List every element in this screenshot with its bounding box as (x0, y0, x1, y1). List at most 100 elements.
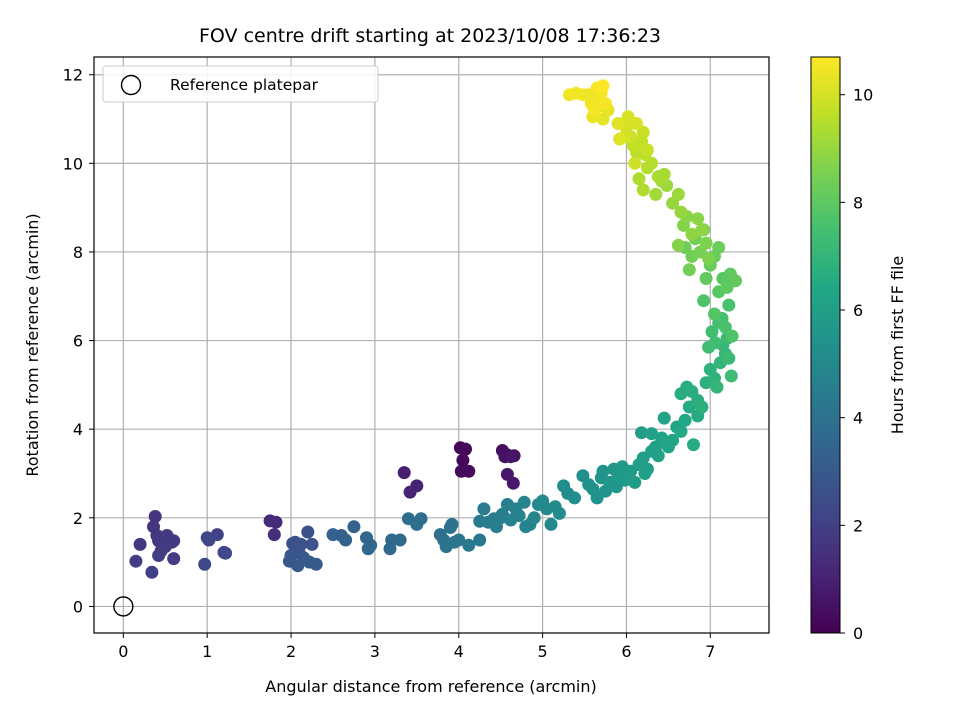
data-point (506, 476, 520, 490)
data-point (649, 187, 663, 201)
data-point (671, 187, 685, 201)
data-point (695, 223, 709, 237)
data-point (445, 517, 459, 531)
data-point (671, 238, 685, 252)
data-point (152, 549, 166, 562)
data-point (702, 252, 716, 266)
colorbar-tick-label: 0 (853, 624, 863, 643)
y-tick-label: 10 (63, 154, 83, 173)
data-point (722, 351, 736, 365)
data-point (630, 117, 643, 130)
data-point (718, 320, 732, 334)
data-point (632, 172, 646, 186)
data-point (640, 143, 654, 157)
data-point (462, 538, 476, 552)
data-point (133, 537, 147, 551)
data-point (678, 413, 692, 427)
data-point (708, 336, 722, 350)
data-point (645, 427, 659, 441)
data-point (459, 442, 472, 456)
x-axis-ticks: 0 1 2 3 4 5 6 7 (118, 633, 715, 661)
y-axis-label: Rotation from reference (arcmin) (23, 213, 42, 476)
colorbar-label: Hours from first FF file (888, 256, 907, 435)
data-point (219, 546, 233, 560)
chart-title: FOV centre drift starting at 2023/10/08 … (199, 25, 661, 47)
colorbar-tick-label: 8 (853, 193, 863, 212)
data-point (645, 156, 659, 170)
y-axis-ticks: 0 2 4 6 8 10 12 (63, 66, 94, 616)
data-point (527, 511, 541, 525)
data-point (309, 557, 323, 571)
colorbar: 0 2 4 6 8 10 Hours from first FF file (810, 56, 907, 643)
data-point (596, 79, 610, 93)
data-point (452, 533, 466, 547)
data-point (725, 329, 739, 343)
data-point (473, 533, 487, 547)
data-point (269, 515, 283, 529)
data-point (148, 510, 162, 523)
data-point (687, 438, 700, 452)
data-point (456, 453, 470, 467)
data-point (462, 464, 476, 478)
data-point (697, 294, 711, 308)
x-tick-label: 3 (370, 642, 380, 661)
grid-lines (94, 57, 769, 633)
data-point (596, 464, 610, 478)
data-point (651, 449, 665, 463)
legend-entry: Reference platepar (170, 76, 319, 94)
plot-frame (93, 56, 770, 634)
data-point (568, 491, 581, 505)
data-point (657, 167, 671, 181)
data-point (657, 411, 671, 425)
data-point (544, 517, 558, 531)
data-point (674, 424, 688, 438)
data-point (145, 565, 159, 579)
data-point (562, 88, 576, 102)
legend-box (102, 65, 379, 103)
data-point (682, 263, 696, 277)
data-point (393, 533, 407, 547)
data-point (729, 274, 742, 288)
data-point (636, 125, 650, 139)
y-tick-label: 4 (73, 420, 83, 439)
data-point (685, 227, 699, 241)
data-points (113, 79, 742, 617)
y-tick-label: 0 (73, 597, 83, 616)
legend-marker (120, 74, 142, 96)
data-point (705, 325, 719, 339)
data-point (477, 502, 491, 516)
data-point (596, 112, 610, 126)
data-point (613, 132, 627, 146)
data-point (347, 520, 361, 534)
data-point (699, 236, 713, 250)
x-tick-label: 4 (454, 642, 464, 661)
x-tick-label: 2 (286, 642, 296, 661)
data-point (305, 537, 319, 551)
x-tick-label: 5 (538, 642, 548, 661)
data-point (504, 450, 518, 464)
data-point (712, 241, 726, 254)
data-point (517, 495, 531, 509)
x-tick-label: 6 (621, 642, 631, 661)
data-point (695, 400, 709, 414)
data-point (636, 183, 650, 197)
x-tick-label: 1 (202, 642, 212, 661)
data-point (339, 533, 353, 547)
data-point (674, 205, 688, 219)
data-point (722, 298, 736, 312)
colorbar-gradient (810, 56, 841, 634)
data-point (167, 552, 181, 566)
data-point (383, 542, 397, 556)
data-point (301, 525, 315, 539)
reference-point-marker (113, 596, 134, 617)
data-point (611, 117, 625, 130)
data-point (599, 97, 612, 110)
colorbar-ticks: 0 2 4 6 8 10 (840, 86, 873, 643)
y-tick-label: 12 (63, 66, 83, 85)
data-point (635, 426, 648, 440)
data-point (361, 542, 375, 556)
y-tick-label: 6 (73, 332, 83, 351)
data-point (198, 557, 212, 571)
colorbar-tick-label: 6 (853, 301, 863, 320)
